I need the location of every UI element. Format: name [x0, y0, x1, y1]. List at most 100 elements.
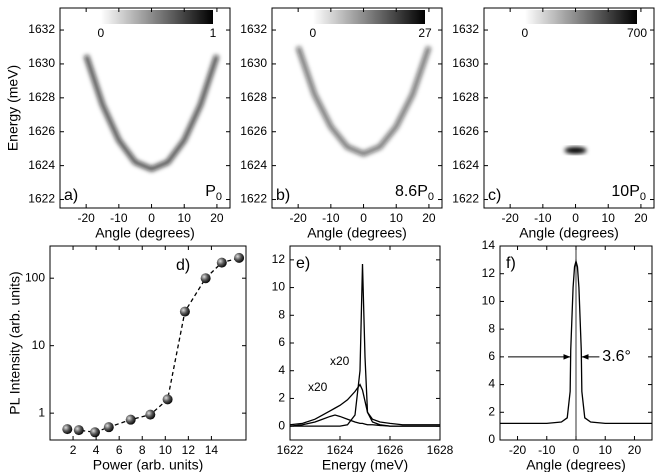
x-tick-label: -20: [509, 443, 527, 457]
data-point: [234, 252, 245, 263]
y-tick-label: 1622: [452, 192, 479, 206]
x-tick-label: -20: [289, 211, 307, 225]
x-tick-label: -10: [538, 443, 556, 457]
y-tick-label: 10: [482, 294, 496, 308]
y-tick-label: 14: [482, 238, 496, 252]
x-tick-label: 20: [628, 443, 642, 457]
data-line: [67, 257, 240, 433]
x-axis-label: Angle (degrees): [95, 225, 195, 241]
power-label: 10P0: [611, 183, 646, 203]
data-line: [500, 258, 652, 425]
x-tick-label: 20: [422, 211, 436, 225]
panel-label: d): [176, 257, 190, 274]
y-tick-label: 1626: [28, 124, 55, 138]
y-tick-label: 1630: [28, 56, 55, 70]
colorbar: [524, 10, 637, 24]
x-tick-label: 12: [182, 443, 196, 457]
colorbar-tick-label: 0: [97, 26, 104, 40]
power-text: 10P: [611, 183, 639, 200]
data-point: [162, 394, 173, 405]
colorbar-tick-label: 0: [521, 26, 528, 40]
x-tick-label: 0: [572, 211, 579, 225]
scale-annotation: x20: [330, 354, 350, 368]
data-point: [125, 414, 136, 425]
scale-annotation: x20: [308, 380, 328, 394]
plot-area: [83, 54, 220, 172]
data-point: [200, 273, 211, 284]
axes-frame: [483, 7, 655, 209]
data-point: [73, 425, 84, 436]
x-tick-label: -10: [322, 211, 340, 225]
x-tick-label: 1624: [327, 443, 354, 457]
y-tick-label: 1630: [240, 56, 267, 70]
panel-label: a): [64, 187, 78, 204]
power-text: 8.6P: [395, 183, 428, 200]
plot-area: [564, 146, 587, 154]
y-tick-label: 1628: [240, 90, 267, 104]
axes-frame: [271, 7, 443, 209]
x-axis-label: Angle (degrees): [526, 457, 626, 472]
x-tick-label: 0: [573, 443, 580, 457]
data-line: [290, 414, 440, 427]
x-axis-label: Angle (degrees): [519, 225, 619, 241]
width-label: 3.6°: [602, 348, 631, 365]
x-tick-label: 6: [116, 443, 123, 457]
panel-label: f): [506, 255, 516, 272]
y-tick-label: 12: [482, 266, 496, 280]
x-tick-label: 0: [148, 211, 155, 225]
x-tick-label: 10: [178, 211, 192, 225]
data-line: [290, 383, 440, 426]
power-sub: 0: [640, 191, 646, 203]
colorbar: [312, 10, 425, 24]
x-tick-label: 8: [139, 443, 146, 457]
colorbar-tick-label: 700: [627, 26, 647, 40]
colorbar-tick-label: 27: [418, 26, 432, 40]
plot-area: [295, 46, 432, 157]
colorbar-tick-label: 0: [309, 26, 316, 40]
x-tick-label: 1628: [427, 443, 454, 457]
axes-frame: [59, 7, 231, 209]
dispersion: [83, 54, 220, 172]
panel: 3.6° -20 -10 0 10 20 0 2 4 6 8 10 12 14 Angle (degrees…: [482, 238, 653, 472]
x-tick-label: -20: [77, 211, 95, 225]
x-tick-label: 10: [599, 443, 613, 457]
y-tick-label: 1628: [452, 90, 479, 104]
power-sub: 0: [428, 191, 434, 203]
x-tick-label: 0: [360, 211, 367, 225]
y-tick-label: 10: [272, 280, 286, 294]
emission-spot: [564, 146, 587, 154]
colorbar-tick-label: 1: [210, 26, 217, 40]
y-tick-label: 6: [278, 335, 285, 349]
y-tick-label: 4: [488, 377, 495, 391]
y-tick-label: 8: [278, 307, 285, 321]
y-tick-label: 1630: [452, 56, 479, 70]
y-tick-label: 0: [278, 418, 285, 432]
x-tick-label: 4: [93, 443, 100, 457]
y-axis-label: Energy (meV): [5, 65, 21, 151]
y-tick-label: 1632: [240, 22, 267, 36]
x-axis-label: Power (arb. units): [93, 457, 203, 472]
data-point: [179, 306, 190, 317]
panel: 0 1P0-20 -10 0 10 20162216241626162816301632A…: [5, 7, 231, 241]
x-tick-label: 10: [602, 211, 616, 225]
x-tick-label: 10: [390, 211, 404, 225]
axes-frame: [49, 245, 247, 441]
y-tick-label: 0: [488, 432, 495, 446]
y-tick-label: 1622: [240, 192, 267, 206]
y-tick-label: 2: [278, 391, 285, 405]
y-tick-label: 1626: [240, 124, 267, 138]
y-tick-label: 1628: [28, 90, 55, 104]
y-axis-label: PL Intensity (arb. units): [7, 271, 23, 414]
x-tick-label: 10: [159, 443, 173, 457]
data-point: [216, 257, 227, 268]
y-tick-label: 8: [488, 321, 495, 335]
plot-area: [500, 246, 652, 440]
y-tick-label: 1624: [452, 158, 479, 172]
power-label: 8.6P0: [395, 183, 434, 203]
x-tick-label: 14: [205, 443, 219, 457]
y-tick-label: 12: [272, 252, 286, 266]
panel: 2 4 6 8 10 12 14 1 10 100 Power (arb. units) PL Int…: [7, 245, 247, 472]
